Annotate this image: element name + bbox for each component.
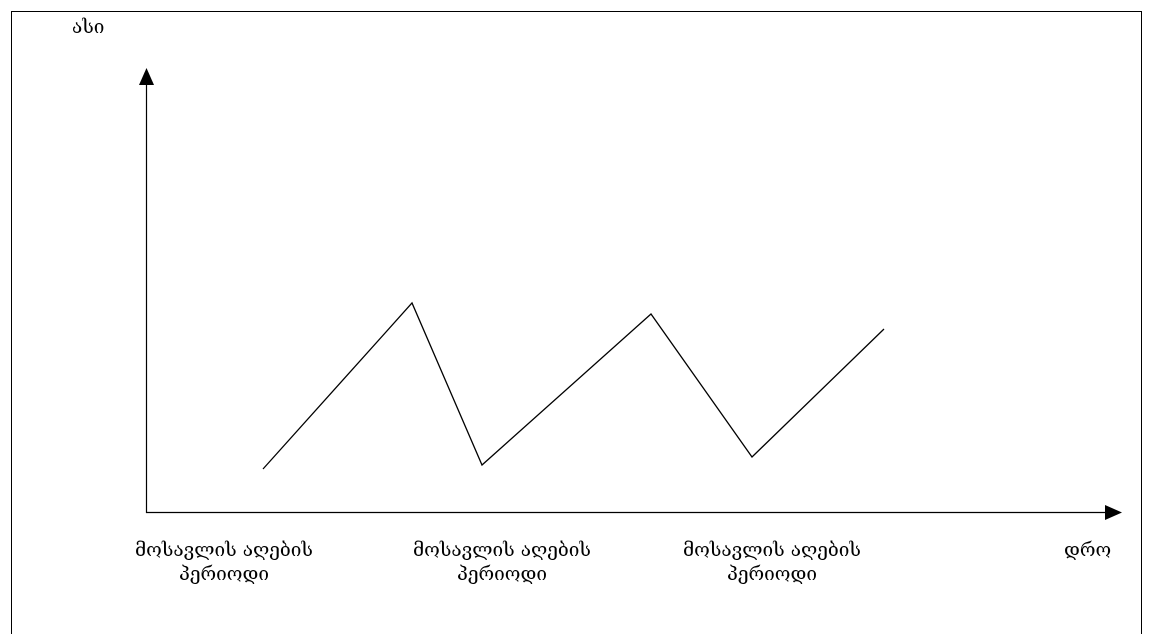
x-axis-arrowhead — [1105, 505, 1122, 520]
y-axis-arrowhead — [139, 68, 154, 85]
harvest-period-label-1: მოსავლის აღების პერიოდი — [104, 538, 344, 586]
y-axis-label: ასი — [72, 16, 105, 38]
harvest-period-label-line1: მოსავლის აღების — [413, 539, 591, 561]
harvest-period-label-3: მოსავლის აღების პერიოდი — [652, 538, 892, 586]
harvest-period-label-2: მოსავლის აღების პერიოდი — [382, 538, 622, 586]
harvest-period-label-line2: პერიოდი — [457, 563, 547, 585]
harvest-period-label-line1: მოსავლის აღების — [683, 539, 861, 561]
x-axis-label: დრო — [1064, 539, 1112, 561]
harvest-period-label-line2: პერიოდი — [727, 563, 817, 585]
harvest-period-label-line1: მოსავლის აღების — [135, 539, 313, 561]
supply-sawtooth-line — [262, 301, 885, 470]
diagram-border — [11, 11, 1142, 634]
harvest-period-label-line2: პერიოდი — [179, 563, 269, 585]
